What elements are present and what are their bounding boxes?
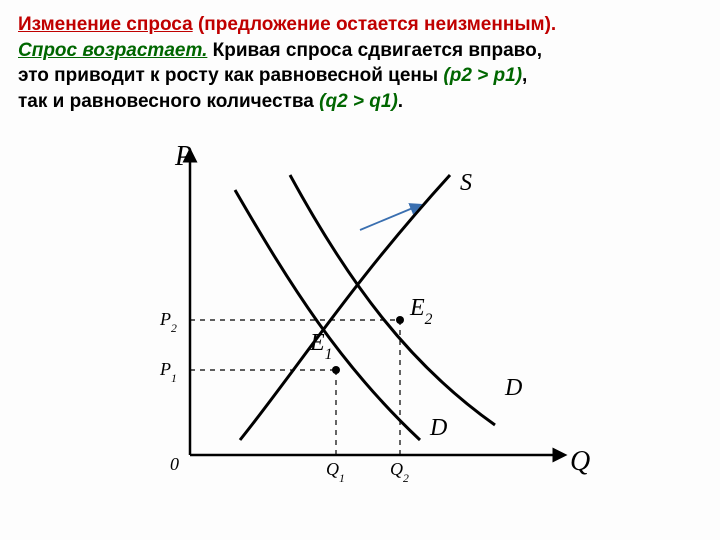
label-S: S [460,170,472,196]
point-e1 [332,366,340,374]
label-D2: D [504,375,522,401]
label-Q: Q [570,446,590,477]
label-P: P [174,141,192,172]
demand-curve-2 [290,175,495,425]
label-Q2: Q2 [390,459,409,485]
title-rest: (предложение остается неизменным). [193,14,557,35]
line3-em: (p2 > p1) [443,65,522,86]
label-P2: P2 [159,309,177,335]
point-e2 [396,316,404,324]
label-D1: D [429,415,447,441]
line3-pre: это приводит к росту как равновесной цен… [18,65,443,86]
title-main: Изменение спроса [18,14,193,35]
header-text: Изменение спроса (предложение остается н… [18,12,702,115]
line4-pre: так и равновесного количества [18,91,319,112]
line4-em: (q2 > q1) [319,91,398,112]
chart-svg: PQ0P1P2Q1Q2SDDE1E2 [120,135,600,495]
supply-demand-chart: PQ0P1P2Q1Q2SDDE1E2 [120,135,600,495]
line4-post: . [398,91,403,112]
line2-rest: Кривая спроса сдвигается вправо, [207,40,542,61]
label-P1: P1 [159,359,177,385]
label-E2: E2 [409,295,433,328]
label-zero: 0 [170,454,179,474]
label-Q1: Q1 [326,459,345,485]
demand-curve-1 [235,190,420,440]
line3-post: , [522,65,527,86]
line2-lead: Спрос возрастает. [18,40,207,61]
